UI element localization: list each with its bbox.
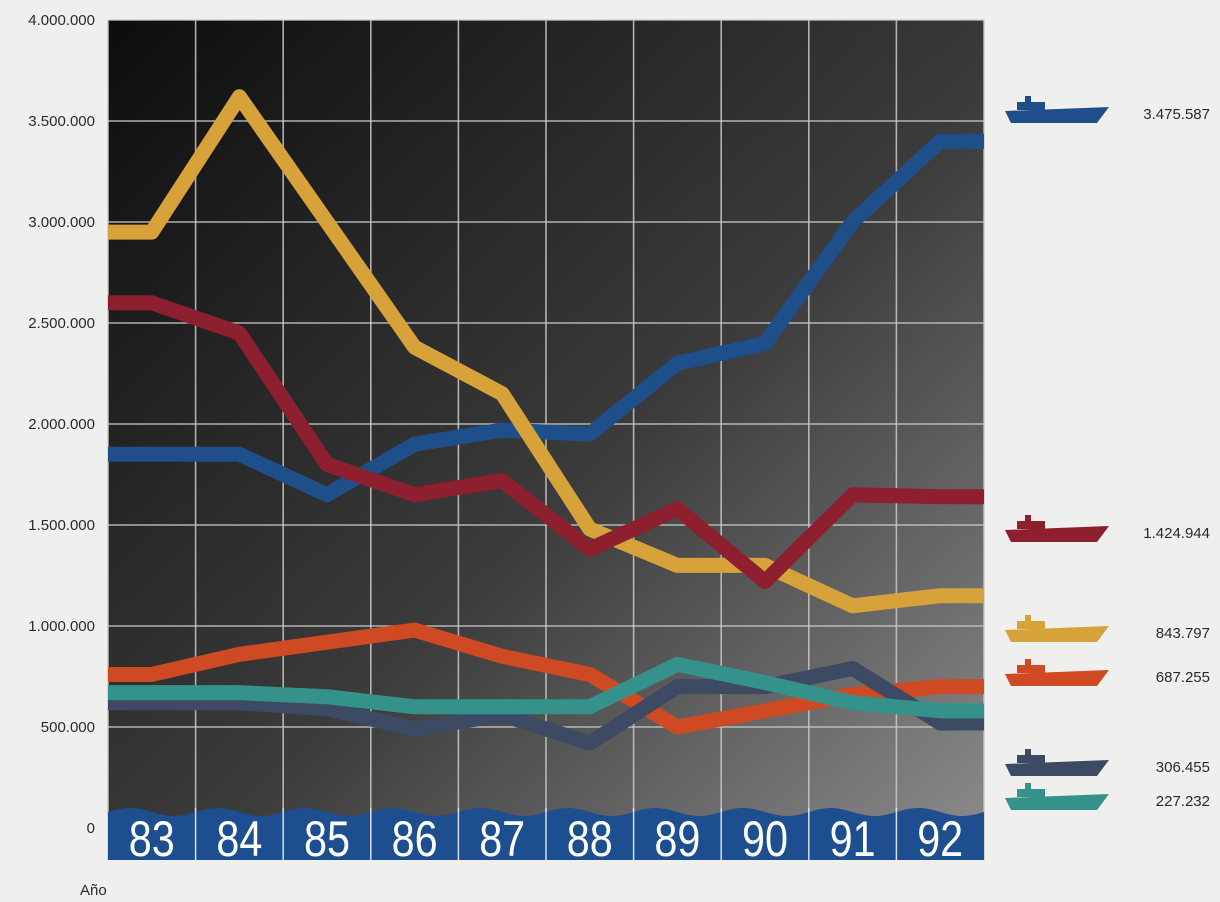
year-label: 90 [742,811,788,867]
ship-cabin [1017,521,1045,529]
ship-icon [1005,760,1109,776]
ship-funnel [1025,515,1031,522]
y-tick-label: 3.000.000 [28,214,95,231]
x-axis-label: Año [80,882,107,899]
series-line [108,656,984,719]
ship-cabin [1017,665,1045,673]
y-tick-label: 1.500.000 [28,517,95,534]
legend-value: 3.475.587 [1143,106,1210,123]
year-label: 91 [830,811,876,867]
ship-icon [1005,107,1109,123]
y-tick-label: 2.000.000 [28,416,95,433]
ship-funnel [1025,96,1031,103]
series-line [108,295,984,590]
y-tick-label: 2.500.000 [28,315,95,332]
ship-cabin [1017,755,1045,763]
ship-icon [1005,626,1109,642]
series-line [108,133,984,503]
y-tick-label: 3.500.000 [28,113,95,130]
year-label: 92 [917,811,963,867]
series-line [108,622,984,735]
legend-item: 3.475.587 [1005,96,1210,123]
legend-value: 687.255 [1156,669,1210,686]
ship-funnel [1025,615,1031,622]
y-tick-label: 500.000 [41,719,95,736]
y-tick-label: 4.000.000 [28,12,95,29]
ship-icon [1005,526,1109,542]
ship-funnel [1025,749,1031,756]
legend-value: 843.797 [1156,625,1210,642]
legend-value: 227.232 [1156,793,1210,810]
series-line [108,89,984,614]
legend-item: 306.455 [1005,749,1210,776]
year-label: 89 [654,811,700,867]
year-label: 87 [479,811,525,867]
y-tick-label: 1.000.000 [28,618,95,635]
y-axis-ticks: 0 500.000 1.000.000 1.500.000 2.000.000 2.500… [28,12,95,837]
year-label: 86 [392,811,438,867]
ship-cabin [1017,621,1045,629]
ship-funnel [1025,659,1031,666]
legend-item: 687.255 [1005,659,1210,686]
ship-cabin [1017,102,1045,110]
year-label: 88 [567,811,613,867]
ship-cabin [1017,789,1045,797]
year-label: 83 [129,811,175,867]
legend-item: 227.232 [1005,783,1210,810]
legend: 3.475.587 1.424.944 843.797 687.255 306.455 2… [1005,96,1210,810]
year-label: 85 [304,811,350,867]
legend-item: 1.424.944 [1005,515,1210,542]
ship-icon [1005,670,1109,686]
series-line [108,660,984,751]
series-lines [108,89,984,751]
x-axis-years: 83 84 85 86 87 88 89 90 91 92 [129,808,963,867]
legend-item: 843.797 [1005,615,1210,642]
year-label: 84 [216,811,262,867]
ship-funnel [1025,783,1031,790]
y-tick-label: 0 [87,820,95,837]
legend-value: 1.424.944 [1143,525,1210,542]
ship-icon [1005,794,1109,810]
legend-value: 306.455 [1156,759,1210,776]
